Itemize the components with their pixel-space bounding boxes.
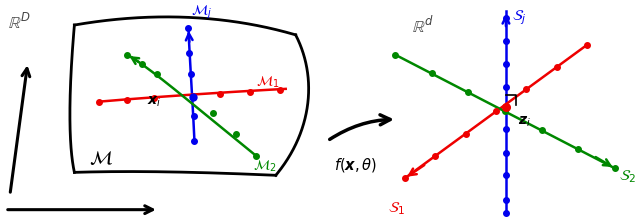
- Text: $\mathbb{R}^D$: $\mathbb{R}^D$: [8, 13, 31, 33]
- Text: $\mathcal{M}_2$: $\mathcal{M}_2$: [253, 159, 276, 174]
- Text: $\boldsymbol{x}_i$: $\boldsymbol{x}_i$: [147, 94, 162, 109]
- Text: $\mathcal{S}_j$: $\mathcal{S}_j$: [512, 8, 527, 27]
- Text: $\mathcal{S}_1$: $\mathcal{S}_1$: [388, 200, 406, 217]
- Polygon shape: [70, 17, 308, 175]
- Text: $f(\boldsymbol{x},\theta)$: $f(\boldsymbol{x},\theta)$: [333, 156, 377, 174]
- Text: $\mathbb{R}^d$: $\mathbb{R}^d$: [412, 15, 433, 36]
- Text: $\mathcal{M}_j$: $\mathcal{M}_j$: [191, 4, 212, 21]
- Text: $\mathcal{M}$: $\mathcal{M}$: [90, 150, 113, 168]
- Text: $\mathcal{M}_1$: $\mathcal{M}_1$: [256, 74, 280, 90]
- Text: $\boldsymbol{z}_i$: $\boldsymbol{z}_i$: [518, 114, 531, 129]
- Text: $\mathcal{S}_2$: $\mathcal{S}_2$: [619, 168, 637, 185]
